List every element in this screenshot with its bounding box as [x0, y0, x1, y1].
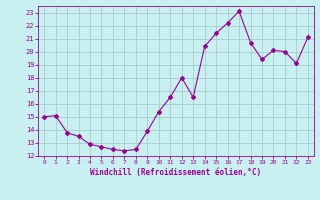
X-axis label: Windchill (Refroidissement éolien,°C): Windchill (Refroidissement éolien,°C): [91, 168, 261, 177]
